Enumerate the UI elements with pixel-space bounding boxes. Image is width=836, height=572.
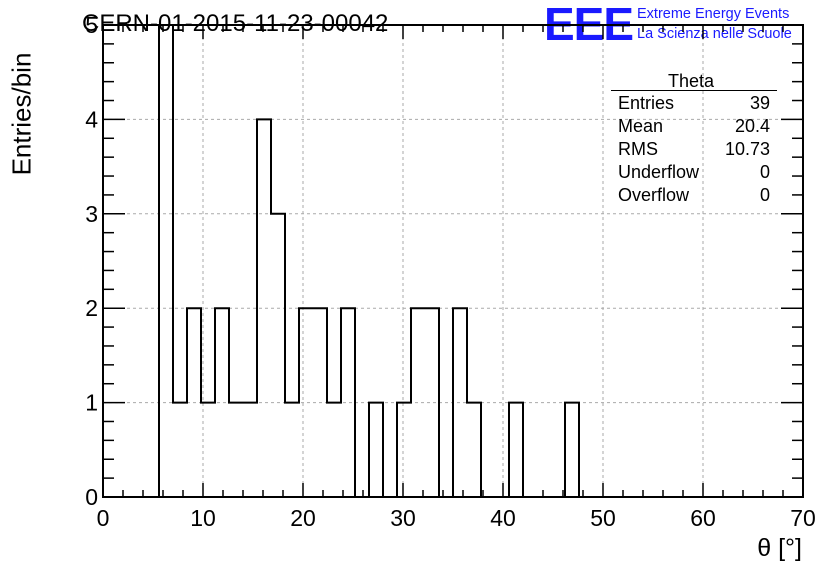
histogram-bin bbox=[173, 403, 187, 497]
y-tick-label: 5 bbox=[85, 12, 98, 38]
stats-value: 20.4 bbox=[734, 116, 770, 136]
stats-value: 10.73 bbox=[724, 139, 770, 159]
histogram-bin bbox=[565, 403, 579, 497]
x-tick-label: 20 bbox=[290, 505, 316, 531]
chart-title: CERN-01-2015-11-23-00042 bbox=[82, 10, 389, 37]
stats-value: 0 bbox=[759, 162, 770, 182]
stats-value: 0 bbox=[759, 185, 770, 205]
histogram-bin bbox=[243, 403, 257, 497]
histogram-bin bbox=[341, 308, 355, 497]
x-tick-label: 10 bbox=[190, 505, 216, 531]
histogram-bin bbox=[411, 308, 425, 497]
histogram-bin bbox=[369, 403, 383, 497]
x-tick-label: 40 bbox=[490, 505, 516, 531]
histogram-bin bbox=[215, 308, 229, 497]
histogram-bin bbox=[271, 214, 285, 497]
x-tick-label: 0 bbox=[97, 505, 110, 531]
histogram-bin bbox=[159, 25, 173, 497]
x-tick-label: 60 bbox=[690, 505, 716, 531]
x-tick-label: 50 bbox=[590, 505, 616, 531]
stats-label: Mean bbox=[618, 116, 664, 136]
y-tick-label: 2 bbox=[85, 295, 98, 321]
x-axis-label: θ [°] bbox=[757, 534, 802, 562]
histogram-bin bbox=[187, 308, 201, 497]
stats-title: Theta bbox=[668, 71, 715, 91]
stats-divider bbox=[611, 90, 777, 91]
histogram-bin bbox=[467, 403, 481, 497]
plot-frame bbox=[102, 24, 804, 498]
y-tick-label: 1 bbox=[85, 390, 98, 416]
histogram-bin bbox=[425, 308, 439, 497]
logo-caption: Extreme Energy Events La Scienza nelle S… bbox=[637, 4, 792, 44]
histogram-bin bbox=[299, 308, 313, 497]
x-tick-label: 70 bbox=[790, 505, 816, 531]
stats-label: Entries bbox=[618, 93, 675, 113]
stats-label: RMS bbox=[618, 139, 658, 159]
y-tick-label: 0 bbox=[85, 484, 98, 510]
histogram-bin bbox=[397, 403, 411, 497]
histogram-bin bbox=[257, 119, 271, 497]
histogram-bin bbox=[229, 403, 243, 497]
x-tick-label: 30 bbox=[390, 505, 416, 531]
histogram-bin bbox=[313, 308, 327, 497]
histogram-bin bbox=[327, 403, 341, 497]
stats-label: Underflow bbox=[618, 162, 700, 182]
logo-line-2: La Scienza nelle Scuole bbox=[637, 26, 792, 42]
y-tick-label: 4 bbox=[85, 106, 98, 132]
stats-label: Overflow bbox=[618, 185, 690, 205]
histogram-bin bbox=[453, 308, 467, 497]
histogram-bin bbox=[201, 403, 215, 497]
histogram-bin bbox=[509, 403, 523, 497]
histogram-bin bbox=[285, 403, 299, 497]
stats-value: 39 bbox=[749, 93, 770, 113]
logo-line-1: Extreme Energy Events bbox=[637, 6, 790, 22]
y-tick-label: 3 bbox=[85, 201, 98, 227]
